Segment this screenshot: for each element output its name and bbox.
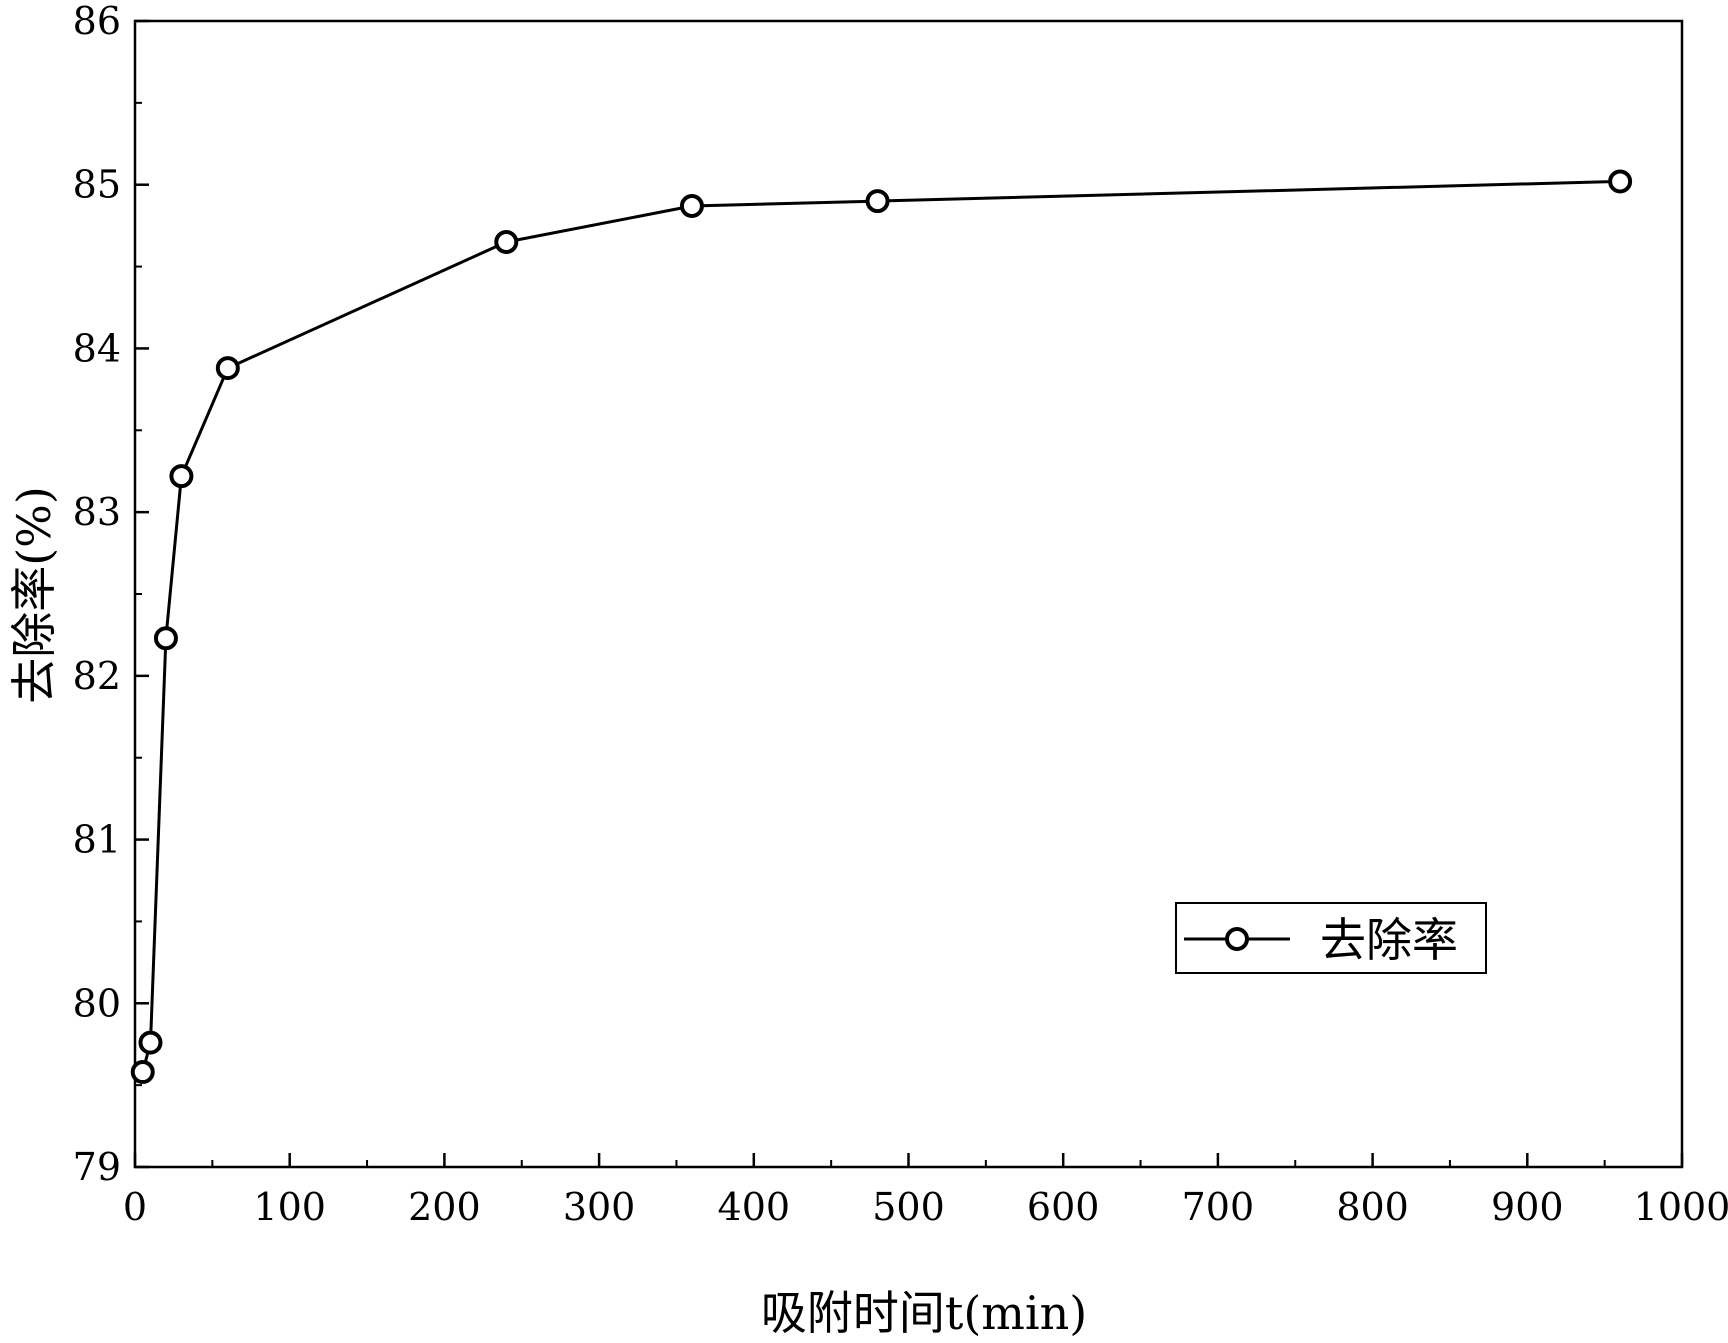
- x-tick-label: 100: [253, 1185, 326, 1229]
- y-tick-label: 84: [73, 326, 121, 370]
- x-tick-label: 300: [563, 1185, 636, 1229]
- plot-frame: [133, 19, 1684, 1169]
- y-tick-label: 79: [73, 1145, 121, 1189]
- y-tick-label: 80: [73, 981, 121, 1025]
- data-point: [138, 1030, 163, 1055]
- y-tick-label: 83: [73, 490, 121, 534]
- data-point: [679, 193, 704, 218]
- x-tick-label: 700: [1182, 1185, 1255, 1229]
- data-point: [494, 230, 519, 255]
- ticks: 0 100 200 300 400 500 600 700 800 900 1000 79 80 81 82…: [73, 0, 1728, 1229]
- y-tick-label: 81: [73, 818, 121, 862]
- legend-marker-sample: [1225, 927, 1249, 951]
- data-point: [215, 356, 240, 381]
- y-axis-title: 去除率(%): [7, 486, 61, 704]
- x-tick-label: 200: [408, 1185, 481, 1229]
- x-axis-title: 吸附时间t(min): [761, 1286, 1087, 1340]
- data-point: [169, 464, 194, 489]
- x-tick-label: 500: [872, 1185, 945, 1229]
- plot-area: [130, 169, 1633, 1085]
- axes: [133, 19, 1684, 1169]
- legend-entry-label: 去除率: [1320, 913, 1458, 967]
- y-tick-label: 86: [73, 0, 121, 43]
- data-point: [153, 626, 178, 651]
- data-point: [865, 189, 890, 214]
- y-tick-label: 85: [73, 163, 121, 207]
- x-tick-label: 600: [1027, 1185, 1100, 1229]
- legend: 去除率: [1175, 902, 1487, 974]
- data-point: [1608, 169, 1633, 194]
- x-tick-label: 400: [718, 1185, 791, 1229]
- x-tick-label: 1000: [1634, 1185, 1728, 1229]
- x-tick-label: 800: [1336, 1185, 1409, 1229]
- data-point: [130, 1060, 155, 1085]
- x-tick-label: 0: [123, 1185, 147, 1229]
- x-tick-label: 900: [1491, 1185, 1564, 1229]
- y-tick-label: 82: [73, 654, 121, 698]
